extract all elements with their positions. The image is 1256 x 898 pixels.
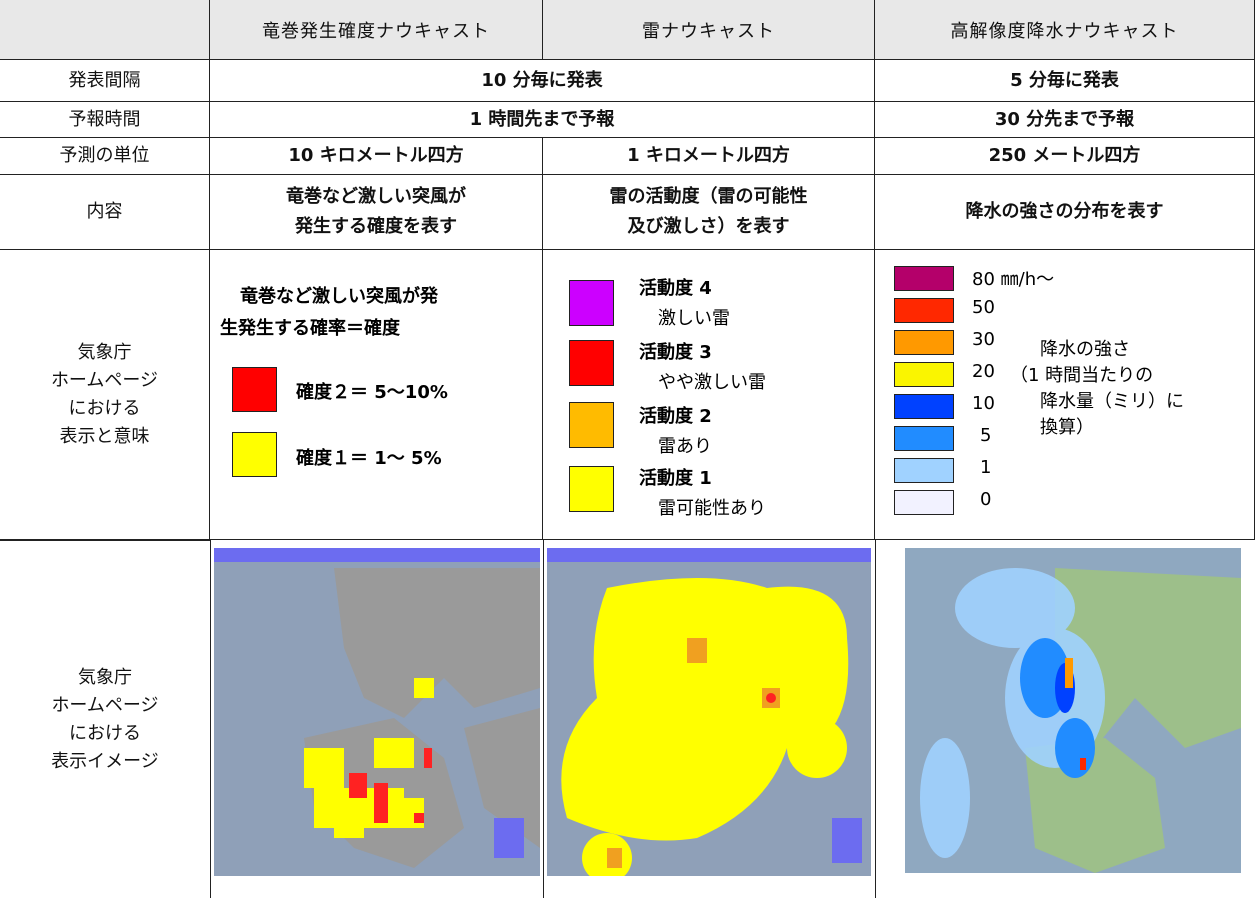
legend-intro: 生発生する確率＝確度 [220,314,400,340]
legend-desc: 激しい雷 [658,304,730,330]
swatch [569,466,614,512]
header-cell: 高解像度降水ナウキャスト [874,0,1255,60]
header-blank [0,0,210,60]
swatch [894,362,954,387]
legend-label: 0 [980,489,991,510]
column-line [875,540,876,898]
swatch [569,402,614,448]
swatch [894,298,954,323]
swatch [569,340,614,386]
tornado-map-image [214,548,540,876]
cell: 1 時間先まで予報 [209,101,875,138]
legend-label: 50 [972,297,995,318]
legend-label: 確度２＝ 5～10% [296,378,448,404]
cell: 降水の強さの分布を表す [874,174,1255,250]
legend-note: （1 時間当たりの [1010,361,1153,387]
row-label: 気象庁 ホームページ における 表示と意味 [0,249,210,540]
cell: 10 キロメートル四方 [209,137,543,175]
legend-label: 20 [972,361,995,382]
legend-label: 確度１＝ 1～ 5% [296,444,442,470]
row-label: 発表間隔 [0,59,210,102]
header-cell: 雷ナウキャスト [542,0,875,60]
legend-desc: 雷あり [658,432,712,458]
swatch [894,266,954,291]
cell: 1 キロメートル四方 [542,137,875,175]
cell: 5 分毎に発表 [874,59,1255,102]
cell: 30 分先まで予報 [874,101,1255,138]
row-label: 内容 [0,174,210,250]
legend-note: 降水の強さ [1040,335,1130,361]
cell: 10 分毎に発表 [209,59,875,102]
legend-intro: 竜巻など激しい突風が発 [240,282,438,308]
row-label: 気象庁 ホームページ における 表示イメージ [0,540,210,898]
swatch [894,394,954,419]
swatch [232,432,277,477]
legend-desc: 雷可能性あり [658,494,766,520]
legend-label: 1 [980,457,991,478]
swatch [894,490,954,515]
rain-map-image [905,548,1241,873]
header-cell: 竜巻発生確度ナウキャスト [209,0,543,60]
swatch [569,280,614,326]
legend-label: 活動度 3 [639,338,712,364]
legend-label: 80 ㎜/h～ [972,265,1054,291]
column-line [543,540,544,898]
row-label: 予測の単位 [0,137,210,175]
cell: 250 メートル四方 [874,137,1255,175]
legend-desc: やや激しい雷 [658,368,766,394]
cell: 竜巻など激しい突風が 発生する確度を表す [209,174,543,250]
cell: 雷の活動度（雷の可能性 及び激しさ）を表す [542,174,875,250]
legend-note: 換算） [1040,413,1094,439]
swatch [894,330,954,355]
swatch [232,367,277,412]
legend-label: 5 [980,425,991,446]
swatch [894,458,954,483]
legend-label: 10 [972,393,995,414]
legend-label: 活動度 4 [639,274,712,300]
legend-note: 降水量（ミリ）に [1040,387,1184,413]
thunder-map-image [547,548,871,876]
legend-label: 活動度 2 [639,402,712,428]
swatch [894,426,954,451]
column-line [210,540,211,898]
row-label: 予報時間 [0,101,210,138]
legend-label: 活動度 1 [639,464,712,490]
page: {"table":{ "header":["竜巻発生確度ナウキャスト","雷ナウ… [0,0,1256,898]
legend-label: 30 [972,329,995,350]
